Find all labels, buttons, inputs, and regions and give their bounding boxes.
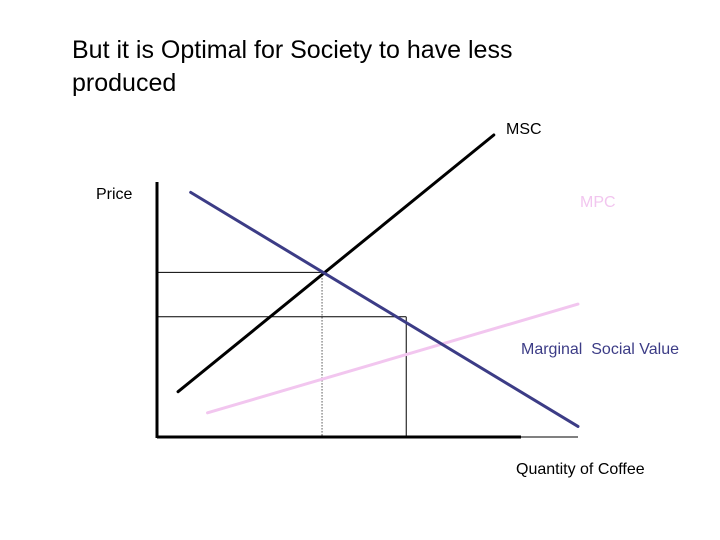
chart-axes <box>155 182 578 439</box>
series-label-msc: MSC <box>506 121 542 138</box>
series-line-mpc <box>206 302 580 415</box>
title-line-2: produced <box>72 69 177 97</box>
slide-title: But it is Optimal for Society to have le… <box>72 34 632 100</box>
equilibrium-guides <box>157 271 407 437</box>
title-line-1: But it is Optimal for Society to have le… <box>72 36 513 64</box>
series-label-mpc: MPC <box>580 194 616 211</box>
chart-series <box>176 133 580 428</box>
series-label-marginal-social-value: Marginal Social Value <box>521 341 679 358</box>
y-axis-label: Price <box>96 186 133 203</box>
series-line-msc <box>176 133 496 394</box>
series-line-marginal-social-value <box>189 190 580 428</box>
x-axis-label: Quantity of Coffee <box>516 461 645 478</box>
